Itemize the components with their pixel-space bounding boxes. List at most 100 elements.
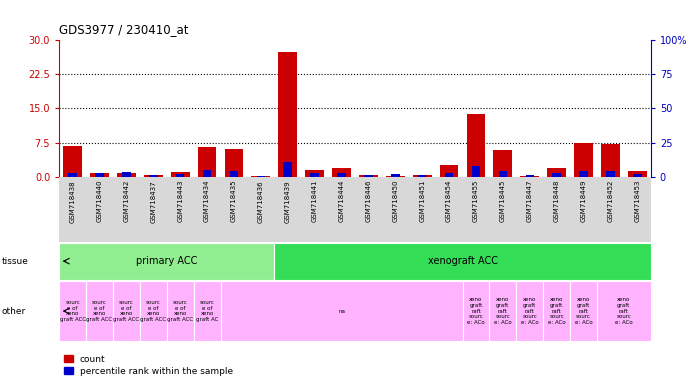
Bar [251, 176, 270, 177]
Bar [597, 281, 651, 341]
Bar [574, 142, 593, 177]
Bar [274, 177, 301, 242]
Bar [543, 281, 570, 341]
Text: sourc
e of
xeno
graft ACC: sourc e of xeno graft ACC [140, 300, 166, 322]
Text: GSM718451: GSM718451 [419, 180, 425, 222]
Bar [167, 177, 193, 242]
Text: GSM718434: GSM718434 [204, 180, 210, 222]
Bar [171, 172, 189, 177]
Bar [221, 281, 463, 341]
Bar [140, 177, 167, 242]
Text: xeno
graft
raft
sourc
e: ACo: xeno graft raft sourc e: ACo [521, 297, 539, 325]
Text: GSM718441: GSM718441 [312, 180, 317, 222]
Text: xeno
graft
raft
sourc
e: ACo: xeno graft raft sourc e: ACo [467, 297, 485, 325]
Text: GSM718455: GSM718455 [473, 180, 479, 222]
Bar [391, 174, 400, 177]
Bar [547, 167, 566, 177]
Bar [176, 174, 184, 177]
Legend: count, percentile rank within the sample: count, percentile rank within the sample [63, 355, 233, 376]
Bar [198, 147, 216, 177]
Bar [489, 177, 516, 242]
Bar [328, 177, 355, 242]
Bar [86, 177, 113, 242]
Bar [257, 176, 265, 177]
Bar [59, 243, 274, 280]
Bar [413, 175, 432, 177]
Bar [553, 172, 561, 177]
Bar [221, 177, 247, 242]
Bar [63, 146, 82, 177]
Text: GSM718445: GSM718445 [500, 180, 506, 222]
Bar [247, 177, 274, 242]
Bar [59, 177, 86, 242]
Text: na: na [338, 308, 345, 314]
Bar [193, 177, 221, 242]
Bar [516, 281, 543, 341]
Text: GSM718439: GSM718439 [285, 180, 291, 223]
Bar [364, 175, 372, 177]
Bar [59, 281, 86, 341]
Text: GSM718436: GSM718436 [258, 180, 264, 223]
Bar [606, 170, 615, 177]
Text: GSM718454: GSM718454 [446, 180, 452, 222]
Bar [86, 281, 113, 341]
Bar [472, 166, 480, 177]
Text: sourc
e of
xeno
graft ACC: sourc e of xeno graft ACC [167, 300, 193, 322]
Text: GSM718452: GSM718452 [608, 180, 613, 222]
Text: xenograft ACC: xenograft ACC [427, 256, 498, 266]
Bar [489, 281, 516, 341]
Text: GSM718453: GSM718453 [634, 180, 640, 222]
Text: GSM718444: GSM718444 [338, 180, 345, 222]
Bar [306, 170, 324, 177]
Text: xeno
graft
raft
sourc
e: ACo: xeno graft raft sourc e: ACo [615, 297, 633, 325]
Text: GSM718440: GSM718440 [97, 180, 102, 222]
Text: GSM718448: GSM718448 [553, 180, 560, 222]
Bar [601, 144, 620, 177]
Bar [570, 281, 597, 341]
Bar [278, 52, 297, 177]
Bar [193, 281, 221, 341]
Text: other: other [1, 306, 26, 316]
Bar [167, 281, 193, 341]
Bar [113, 177, 140, 242]
Bar [113, 281, 140, 341]
Bar [122, 172, 131, 177]
Bar [409, 177, 436, 242]
Text: xeno
graft
raft
sourc
e: ACo: xeno graft raft sourc e: ACo [575, 297, 592, 325]
Text: GSM718450: GSM718450 [393, 180, 398, 222]
Text: GSM718449: GSM718449 [580, 180, 587, 222]
Text: sourc
e of
xeno
graft ACC: sourc e of xeno graft ACC [86, 300, 113, 322]
Text: GSM718447: GSM718447 [527, 180, 532, 222]
Bar [525, 175, 534, 177]
Bar [338, 173, 346, 177]
Text: GSM718438: GSM718438 [70, 180, 76, 223]
Bar [382, 177, 409, 242]
Bar [466, 114, 485, 177]
Text: xeno
graft
raft
sourc
e: ACo: xeno graft raft sourc e: ACo [548, 297, 566, 325]
Bar [140, 281, 167, 341]
Bar [144, 175, 163, 177]
Text: GSM718442: GSM718442 [123, 180, 129, 222]
Bar [579, 170, 587, 177]
Bar [117, 172, 136, 177]
Text: sourc
e of
xeno
graft AC: sourc e of xeno graft AC [196, 300, 219, 322]
Bar [225, 149, 244, 177]
Text: sourc
e of
xeno
graft ACC: sourc e of xeno graft ACC [113, 300, 139, 322]
Bar [301, 177, 328, 242]
Bar [418, 175, 427, 177]
Bar [359, 175, 378, 177]
Bar [628, 171, 647, 177]
Bar [521, 176, 539, 177]
Text: primary ACC: primary ACC [136, 256, 198, 266]
Text: GSM718437: GSM718437 [150, 180, 157, 223]
Text: GSM718443: GSM718443 [177, 180, 183, 222]
Bar [624, 177, 651, 242]
Bar [283, 162, 292, 177]
Bar [386, 176, 404, 177]
Bar [355, 177, 382, 242]
Bar [436, 177, 463, 242]
Bar [203, 170, 212, 177]
Text: tissue: tissue [1, 257, 29, 266]
Bar [149, 175, 157, 177]
Bar [570, 177, 597, 242]
